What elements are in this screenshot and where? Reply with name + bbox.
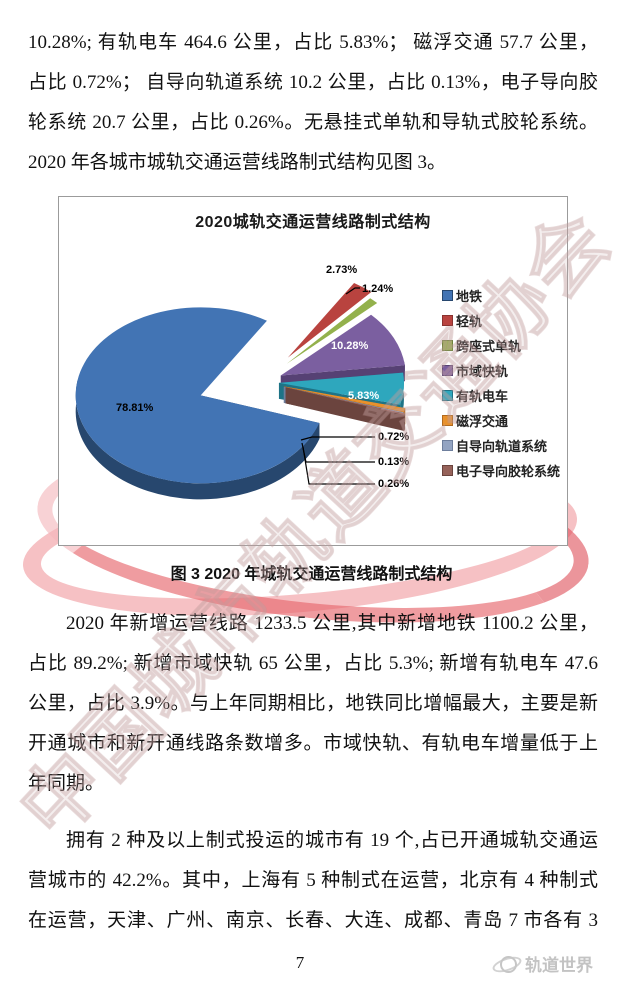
legend-swatch-icon [442, 290, 453, 301]
footer-logo-text: 轨道世界 [525, 955, 593, 975]
legend-swatch-icon [442, 465, 453, 476]
chart-title: 2020城轨交通运营线路制式结构 [195, 214, 431, 231]
figure-caption: 图 3 2020 年城轨交通运营线路制式结构 [170, 566, 453, 583]
pie-slice-shape [287, 283, 372, 358]
page-number: 7 [295, 953, 305, 972]
body-text-line: 2020 年各城市城轨交通运营线路制式结构见图 3。 [28, 152, 447, 173]
legend-label: 跨座式单轨 [456, 339, 522, 354]
pie-slice-shape [285, 387, 405, 416]
body-text-line: 2020 年新增运营线路 1233.5 公里,其中新增地铁 1100.2 公里， [66, 613, 598, 634]
body-text-line: 营城市的 42.2%。其中，上海有 5 种制式在运营，北京有 4 种制式 [28, 870, 598, 891]
body-text-line: 占比 89.2%; 新增市域快轨 65 公里，占比 5.3%; 新增有轨电车 4… [28, 653, 598, 674]
legend-swatch-icon [442, 340, 453, 351]
pie-data-label: 0.72% [378, 431, 409, 443]
pie-slice-shape [403, 360, 405, 382]
pie-slice-shape [286, 298, 378, 364]
pie-slice-shape [278, 372, 404, 405]
legend-label: 轻轨 [456, 314, 483, 329]
legend-swatch-icon [442, 390, 453, 401]
body-text-line: 10.28%; 有轨电车 464.6 公里，占比 5.83%； 磁浮交通 57.… [28, 32, 598, 53]
label-leader-line [300, 436, 375, 441]
paragraph-3: 拥有 2 种及以上制式投运的城市有 19 个,占已开通城轨交通运营城市的 42.… [28, 821, 598, 941]
legend-item: 地铁 [442, 283, 560, 308]
pie-slice-shape [284, 386, 406, 412]
legend-swatch-icon [442, 315, 453, 326]
label-leader-line [302, 446, 375, 485]
legend-swatch-icon [442, 415, 453, 426]
pie-chart: 78.81% 2.73% 1.24% 10.28% 5.83% 0.72% 0.13% 0.2… [75, 264, 409, 500]
body-text-line: 开通城市和新开通线路条数增多。市域快轨、有轨电车增量低于上 [28, 733, 598, 754]
paragraph-1: 10.28%; 有轨电车 464.6 公里，占比 5.83%； 磁浮交通 57.… [28, 23, 598, 183]
pie-data-label: 2.73% [326, 264, 357, 276]
legend-item: 有轨电车 [442, 383, 560, 408]
pie-slice-shape [404, 413, 405, 432]
legend-item: 磁浮交通 [442, 408, 560, 433]
orbit-circle [500, 956, 517, 973]
pie-slice-shape [285, 387, 405, 432]
legend-label: 自导向轨道系统 [456, 439, 548, 454]
body-text-line: 公里，占比 3.9%。与上年同期相比，地铁同比增幅最大，主要是新 [28, 693, 598, 714]
pie-data-label: 0.13% [378, 456, 409, 468]
legend-item: 自导向轨道系统 [442, 433, 560, 458]
body-text-line: 占比 0.72%； 自导向轨道系统 10.2 公里，占比 0.13%，电子导向胶 [28, 72, 598, 93]
body-text-line: 轮系统 20.7 公里，占比 0.26%。无悬挂式单轨和导轨式胶轮系统。 [28, 112, 598, 133]
legend-item: 市域快轨 [442, 358, 560, 383]
pie-data-label: 5.83% [348, 390, 379, 402]
pie-slice-shape [75, 307, 320, 484]
label-leader-line [345, 287, 360, 295]
pie-data-label: 1.24% [362, 283, 393, 295]
pie-data-label: 10.28% [331, 340, 369, 352]
legend-label: 地铁 [456, 289, 483, 304]
legend-item: 轻轨 [442, 308, 560, 333]
figure-3-chart: 2020城轨交通运营线路制式结构 78.81% 2.73% 1.24% 10.28% 5… [58, 196, 568, 546]
legend-item: 电子导向胶轮系统 [442, 458, 560, 483]
pie-slice-shape [283, 386, 404, 414]
pie-slice-shape [280, 314, 405, 376]
legend-label: 有轨电车 [456, 389, 509, 404]
legend-swatch-icon [442, 440, 453, 451]
legend-label: 市域快轨 [456, 364, 509, 379]
body-text-line: 拥有 2 种及以上制式投运的城市有 19 个,占已开通城轨交通运 [66, 830, 598, 851]
legend-label: 电子导向胶轮系统 [456, 464, 561, 479]
legend-item: 跨座式单轨 [442, 333, 560, 358]
body-text-line: 在运营，天津、广州、南京、长春、大连、成都、青岛 7 市各有 3 [28, 910, 598, 931]
legend-label: 磁浮交通 [456, 414, 509, 429]
legend-swatch-icon [442, 365, 453, 376]
chart-legend: 地铁轻轨跨座式单轨市域快轨有轨电车磁浮交通自导向轨道系统 电子导向胶轮系统 [442, 283, 560, 483]
pie-data-label: 0.26% [378, 478, 409, 490]
paragraph-2: 2020 年新增运营线路 1233.5 公里,其中新增地铁 1100.2 公里，… [28, 604, 598, 804]
orbit-logo-icon [490, 948, 524, 978]
body-text-line: 年同期。 [28, 773, 105, 794]
pie-data-label: 78.81% [116, 402, 154, 414]
footer-logo: 轨道世界 [490, 948, 593, 978]
